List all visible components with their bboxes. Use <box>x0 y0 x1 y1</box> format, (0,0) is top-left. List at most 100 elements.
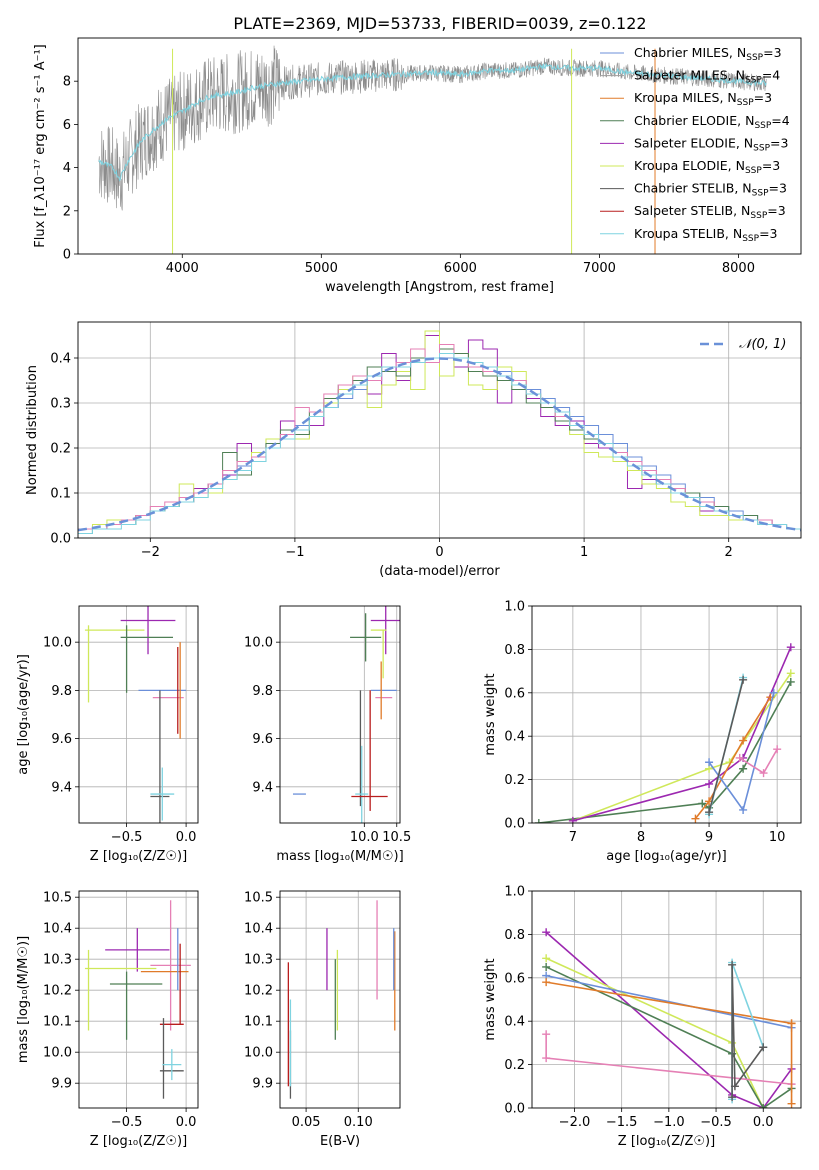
y-tick-label: 9.9 <box>51 1077 72 1092</box>
x-axis-label: Z [log₁₀(Z/Z☉)] <box>90 849 187 864</box>
x-tick-label: −1.5 <box>606 1115 638 1130</box>
y-tick-label: 10.3 <box>244 953 273 968</box>
spectrum-legend: Chabrier MILES, NSSP=3 Salpeter MILES, NS… <box>600 45 790 244</box>
figure-title: PLATE=2369, MJD=53733, FIBERID=0039, z=0… <box>233 14 646 33</box>
weight-marker <box>568 816 577 823</box>
x-axis-label: E(B-V) <box>320 1134 360 1149</box>
weight-line <box>538 681 792 823</box>
weight-marker <box>542 962 551 971</box>
legend-subscript: SSP <box>746 53 763 63</box>
y-tick-label: 9.9 <box>252 1077 273 1092</box>
x-axis-label: (data-model)/error <box>379 564 500 579</box>
legend-subscript: SSP <box>752 189 769 199</box>
x-tick-label: 8 <box>637 830 645 845</box>
weight-marker <box>728 960 737 969</box>
weight-vs-metallicity-panel: −2.0 −1.5 −1.0 −0.5 0.0 0.0 0.2 0.4 0.6 0.8 1.0 Z [… <box>483 885 802 1149</box>
weight-marker <box>705 779 714 788</box>
weight-marker <box>705 808 714 817</box>
x-tick-label: 0 <box>435 545 443 560</box>
axes-frame <box>279 890 401 1109</box>
plot-area <box>280 606 400 823</box>
legend-label-rest: =3 <box>767 203 785 218</box>
x-tick-label: 10.5 <box>382 830 411 845</box>
weight-marker <box>728 1093 737 1102</box>
y-tick-label: 0.2 <box>504 1058 525 1073</box>
weight-line <box>545 931 793 1108</box>
legend-label-rest: =3 <box>759 226 777 241</box>
axes-frame <box>78 890 199 1109</box>
weight-marker <box>735 753 744 762</box>
y-axis-label: Normed distribution <box>25 365 40 495</box>
x-axis-label: Z [log₁₀(Z/Z☉)] <box>618 1134 715 1149</box>
weight-line <box>708 679 744 813</box>
weight-vs-age-panel: 7 8 9 10 0.0 0.2 0.4 0.6 0.8 1.0 age [log₁₀(age/yr… <box>483 600 802 864</box>
y-tick-label: 0.3 <box>50 397 71 412</box>
y-tick-label: 10.5 <box>43 891 72 906</box>
x-tick-label: 9 <box>705 830 713 845</box>
y-tick-label: 9.8 <box>252 684 273 699</box>
weight-line <box>694 696 772 820</box>
y-tick-label: 0.2 <box>50 442 71 457</box>
x-tick-label: −0.5 <box>700 1115 732 1130</box>
y-tick-label: 8 <box>63 75 71 90</box>
legend-label-rest: =4 <box>762 68 780 83</box>
axes-frame <box>77 321 802 539</box>
x-tick-label: −2.0 <box>559 1115 591 1130</box>
y-tick-label: 6 <box>63 118 71 133</box>
x-tick-label: 4000 <box>166 261 199 276</box>
y-tick-label: 10.0 <box>43 1046 72 1061</box>
legend-subscript: SSP <box>745 166 762 176</box>
y-tick-label: 10.1 <box>244 1015 273 1030</box>
x-tick-label: 10 <box>769 830 786 845</box>
weight-marker <box>542 1030 551 1039</box>
y-tick-label: 10.5 <box>244 891 273 906</box>
y-tick-label: 0.0 <box>504 817 525 832</box>
x-tick-label: 2 <box>725 545 733 560</box>
weight-marker <box>787 1099 796 1108</box>
weight-line <box>545 966 793 1108</box>
normal-curve <box>78 357 801 532</box>
plot-area <box>532 606 801 823</box>
residuals-panel: −2 −1 0 1 2 0.0 0.1 0.2 0.3 0.4 (data-model)/error… <box>25 321 802 579</box>
y-tick-label: 10.4 <box>244 922 273 937</box>
x-axis-label: mass [log₁₀(M/M☉)] <box>276 849 403 864</box>
x-tick-label: 0.0 <box>176 1115 197 1130</box>
y-tick-label: 9.4 <box>252 780 273 795</box>
legend-label: Salpeter MILES, NSSP=4 <box>634 68 780 86</box>
legend-label-rest: =3 <box>754 90 772 105</box>
weight-line <box>545 974 792 1029</box>
y-tick-label: 0.4 <box>504 730 525 745</box>
weight-marker <box>773 745 782 754</box>
weight-marker <box>542 928 551 937</box>
legend-label-rest: =3 <box>769 181 787 196</box>
plot-area <box>532 891 801 1108</box>
y-tick-label: 2 <box>63 204 71 219</box>
y-tick-label: 0.4 <box>50 352 71 367</box>
weight-marker <box>786 677 795 686</box>
weight-marker <box>542 1054 551 1063</box>
x-tick-label: 0.0 <box>176 830 197 845</box>
y-axis-label: mass weight <box>483 673 498 755</box>
age-vs-metallicity-panel: −0.5 0.0 9.4 9.6 9.8 10.0 Z [log₁₀(Z/Z☉)] age [… <box>16 605 199 864</box>
x-axis-label: age [log₁₀(age/yr)] <box>606 849 727 864</box>
legend-label-rest: =3 <box>770 135 788 150</box>
plot-area <box>79 606 198 823</box>
x-axis-label: Z [log₁₀(Z/Z☉)] <box>90 1134 187 1149</box>
weight-marker <box>542 954 551 963</box>
y-axis-label: mass weight <box>483 958 498 1040</box>
x-tick-label: 7 <box>569 830 577 845</box>
legend-label: Chabrier MILES, NSSP=3 <box>634 45 782 63</box>
legend-label: Chabrier STELIB, NSSP=3 <box>634 181 787 199</box>
y-tick-label: 0.1 <box>50 487 71 502</box>
y-axis-label: mass [log₁₀(M/M☉)] <box>16 936 31 1063</box>
weight-marker <box>542 978 551 987</box>
legend-label-rest: =3 <box>763 45 781 60</box>
weight-marker <box>739 675 748 684</box>
x-tick-label: 10.0 <box>350 830 379 845</box>
axes-frame <box>77 37 802 255</box>
legend-subscript: SSP <box>737 98 754 108</box>
legend-label: Kroupa STELIB, NSSP=3 <box>634 226 778 244</box>
mass-vs-extinction-panel: 0.05 0.10 9.9 10.0 10.1 10.2 10.3 10.4 10.5 E(B-V… <box>244 890 401 1149</box>
axes-frame <box>279 605 401 824</box>
